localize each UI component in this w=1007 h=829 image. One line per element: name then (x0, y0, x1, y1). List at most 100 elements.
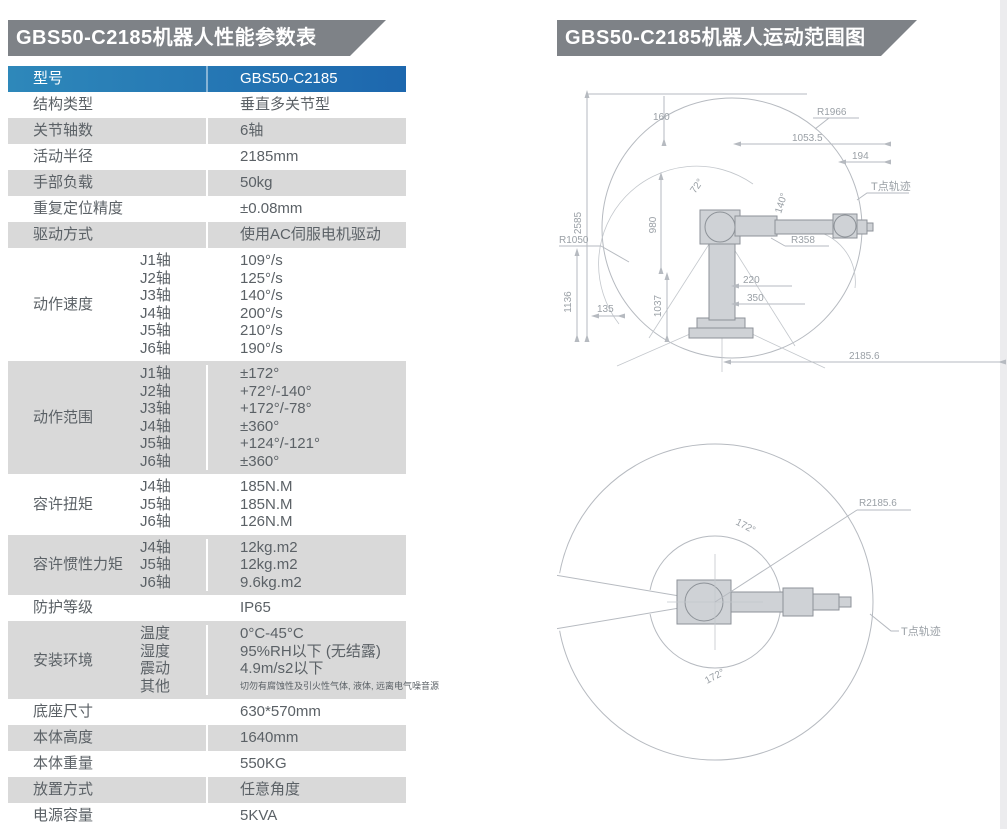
table-row: 电源容量 5KVA (8, 803, 406, 829)
dim-label-980: 980 (648, 216, 659, 233)
dim-label-1053-5: 1053.5 (792, 133, 823, 144)
robot-side-silhouette (688, 209, 874, 339)
table-row: 动作速度 J1轴 J2轴 J3轴 J4轴 J5轴 J6轴 109°/s 125°/s 140°/s… (8, 248, 406, 361)
table-row: 防护等级 IP65 (8, 595, 406, 621)
sub-value: 9.6kg.m2 (240, 573, 302, 591)
sub-label: J3轴 (140, 287, 171, 304)
radius-label-r1050: R1050 (559, 235, 589, 246)
sub-label: J6轴 (140, 573, 171, 591)
sub-label: J4轴 (140, 304, 171, 322)
table-row: 关节轴数 6轴 (8, 118, 406, 144)
header-model-label: 型号 (33, 70, 64, 87)
sub-value: 185N.M (240, 495, 293, 513)
sub-label: J4轴 (140, 417, 171, 435)
radius-label-r358: R358 (791, 235, 815, 246)
sub-value: 210°/s (240, 322, 283, 339)
row-value: 使用AC伺服电机驱动 (206, 222, 406, 248)
table-row: 手部负载 50kg (8, 170, 406, 196)
row-value: IP65 (240, 599, 271, 616)
table-row: 底座尺寸 630*570mm (8, 699, 406, 725)
row-value: 630*570mm (240, 703, 321, 720)
row-sub-values: ±172° +72°/-140° +172°/-78° ±360° +124°/-121… (206, 365, 406, 470)
table-header-row: 型号 GBS50-C2185 (8, 66, 406, 92)
table-row: 容许惯性力矩 J4轴 J5轴 J6轴 12kg.m2 12kg.m2 9.6kg.m2 (8, 534, 406, 595)
row-label: 驱动方式 (33, 226, 94, 243)
dim-label-194: 194 (852, 151, 869, 162)
row-label: 手部负载 (33, 174, 94, 191)
trace-label-side: T点轨迹 (871, 179, 911, 193)
right-panel-title: GBS50-C2185机器人运动范围图 (565, 27, 866, 49)
row-value: 6轴 (206, 118, 406, 144)
sub-value: +72°/-140° (240, 382, 312, 400)
spec-table: 型号 GBS50-C2185 结构类型 垂直多关节型关节轴数 6轴活动半径 2185m… (8, 66, 439, 829)
row-label: 底座尺寸 (33, 703, 94, 720)
dim-label-350: 350 (747, 293, 764, 304)
sub-label: 湿度 (140, 642, 171, 660)
angle-label-172-bottom: 172° (703, 667, 726, 686)
sub-value: 切勿有腐蚀性及引火性气体, 液体, 远离电气噪音源 (240, 680, 440, 691)
row-sub-values: 12kg.m2 12kg.m2 9.6kg.m2 (206, 538, 406, 591)
row-label: 放置方式 (33, 781, 94, 798)
sub-value: +172°/-78° (240, 400, 312, 417)
row-label: 容许惯性力矩 (33, 556, 124, 574)
table-row: 驱动方式 使用AC伺服电机驱动 (8, 222, 406, 248)
row-sub-values: 109°/s 125°/s 140°/s 200°/s 210°/s 190°/s (206, 252, 406, 357)
sub-label: J2轴 (140, 269, 171, 287)
table-row: 安装环境 温度 湿度 震动 其他 0°C-45°C 95%RH以下 (无结露) 4.9m/s2… (8, 621, 439, 699)
radius-label-r1966: R1966 (817, 107, 847, 118)
row-sub-values: 0°C-45°C 95%RH以下 (无结露) 4.9m/s2以下切勿有腐蚀性及引火性… (206, 625, 439, 695)
right-title-banner: GBS50-C2185机器人运动范围图 (557, 20, 917, 56)
row-label: 容许扭矩 (33, 495, 94, 513)
sub-label: J5轴 (140, 495, 171, 513)
sub-value: 12kg.m2 (240, 538, 298, 556)
sub-value: 126N.M (240, 513, 293, 530)
row-label: 本体高度 (33, 729, 94, 746)
table-row: 本体重量 550KG (8, 751, 406, 777)
sub-label: J5轴 (140, 435, 171, 452)
sub-label: J3轴 (140, 400, 171, 417)
top-view-diagram: R2185.6 172° 172° T点轨迹 (557, 443, 941, 761)
table-row: 动作范围 J1轴 J2轴 J3轴 J4轴 J5轴 J6轴 ±172° +72°/-140° +17… (8, 361, 406, 474)
sub-label: J5轴 (140, 556, 171, 573)
row-value: 2185mm (240, 148, 299, 165)
table-row: 活动半径 2185mm (8, 144, 406, 170)
sub-value: 125°/s (240, 269, 283, 287)
sub-label: J6轴 (140, 513, 171, 530)
row-sub-keys: 温度 湿度 震动 其他 (132, 625, 206, 695)
sub-value: 4.9m/s2以下 (240, 660, 324, 677)
sub-value: 0°C-45°C (240, 625, 304, 642)
row-value: 垂直多关节型 (240, 96, 331, 113)
sub-label: J1轴 (140, 252, 171, 269)
row-value: ±0.08mm (240, 200, 303, 217)
angle-label-72: 72° (688, 177, 706, 196)
robot-top-silhouette (667, 554, 852, 650)
sub-label: J4轴 (140, 478, 171, 495)
sub-value: 190°/s (240, 339, 283, 357)
sub-value: 200°/s (240, 304, 283, 322)
dim-label-1136: 1136 (563, 291, 574, 313)
row-sub-keys: J4轴 J5轴 J6轴 (132, 478, 206, 531)
row-label: 活动半径 (33, 148, 94, 165)
dim-label-1037: 1037 (653, 294, 664, 317)
table-row: 放置方式 任意角度 (8, 777, 406, 803)
row-sub-values: 185N.M 185N.M 126N.M (206, 478, 406, 531)
sub-value: 109°/s (240, 252, 283, 269)
row-label: 安装环境 (33, 651, 94, 669)
table-row: 结构类型 垂直多关节型 (8, 92, 406, 118)
row-sub-keys: J1轴 J2轴 J3轴 J4轴 J5轴 J6轴 (132, 365, 206, 470)
table-row: 本体高度 1640mm (8, 725, 406, 751)
sub-label: 温度 (140, 625, 171, 642)
angle-label-172-top: 172° (734, 517, 757, 536)
row-label: 重复定位精度 (33, 200, 124, 217)
row-label: 结构类型 (33, 96, 94, 113)
table-body: 结构类型 垂直多关节型关节轴数 6轴活动半径 2185mm 手部负载 50kg 重复定位精度… (8, 92, 439, 829)
row-label: 动作范围 (33, 409, 94, 426)
left-title-banner: GBS50-C2185机器人性能参数表 (8, 20, 386, 56)
sub-label: J6轴 (140, 339, 171, 357)
sub-label: 震动 (140, 660, 171, 677)
angle-label-140: 140° (773, 192, 790, 215)
row-label: 防护等级 (33, 599, 94, 616)
sub-value: 95%RH以下 (无结露) (240, 642, 381, 660)
row-label: 电源容量 (33, 807, 94, 824)
